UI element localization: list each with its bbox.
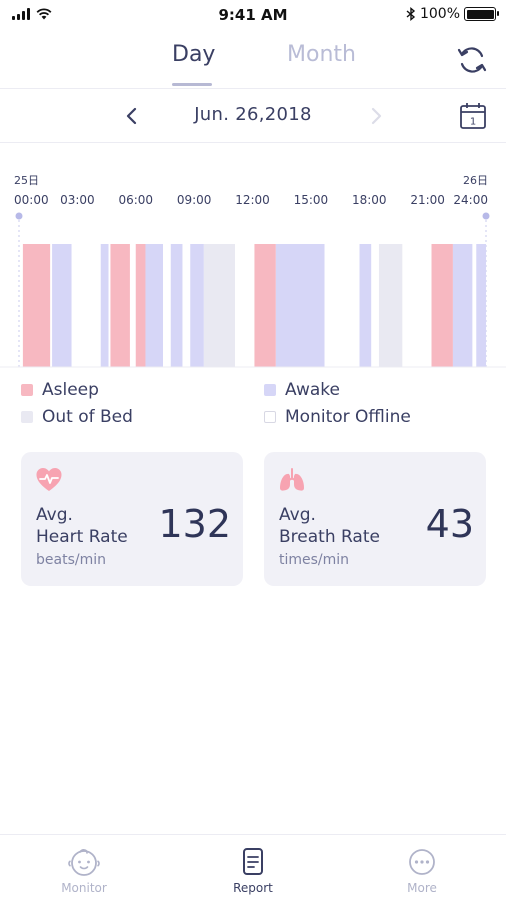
heart-rate-value: 132 — [158, 502, 231, 546]
battery-icon — [464, 7, 499, 21]
more-dots-icon — [409, 849, 435, 875]
segment-awake — [52, 244, 72, 367]
view-tabs: Day Month — [0, 36, 506, 88]
segment-asleep — [431, 244, 453, 367]
legend-out-of-bed: Out of Bed — [21, 407, 133, 427]
nav-more[interactable]: More — [362, 835, 482, 900]
title-line: Avg. — [279, 505, 316, 525]
x-tick-label: 18:00 — [352, 193, 387, 207]
segment-out-of-bed — [378, 244, 403, 367]
segment-out-of-bed — [203, 244, 235, 367]
svg-text:1: 1 — [470, 117, 476, 128]
swatch-monitor-offline — [264, 411, 276, 423]
status-right: 100% — [406, 6, 499, 22]
chevron-left-icon[interactable] — [122, 104, 142, 128]
breath-rate-title: Avg. Breath Rate — [279, 504, 380, 548]
segment-awake — [275, 244, 325, 367]
cellular-signal-icon — [12, 8, 30, 20]
x-tick-label: 12:00 — [235, 193, 270, 207]
report-icon — [243, 848, 263, 875]
bottom-nav: Monitor Report More — [0, 834, 506, 900]
x-tick-label: 24:00 — [453, 193, 488, 207]
legend-awake: Awake — [264, 380, 340, 400]
tab-day[interactable]: Day — [172, 42, 216, 67]
x-tick-label: 15:00 — [294, 193, 329, 207]
baby-face-icon — [68, 849, 100, 876]
x-tick-label: 00:00 — [14, 193, 49, 207]
segment-asleep — [110, 244, 130, 367]
segment-awake — [100, 244, 109, 367]
nav-report[interactable]: Report — [193, 835, 313, 900]
segment-asleep — [135, 244, 146, 367]
swatch-asleep — [21, 384, 33, 396]
battery-percent: 100% — [419, 6, 460, 22]
divider — [0, 142, 506, 143]
title-line: Avg. — [36, 505, 73, 525]
segment-awake — [170, 244, 183, 367]
legend-label: Awake — [285, 380, 340, 400]
legend-label: Asleep — [42, 380, 99, 400]
segment-awake — [452, 244, 473, 367]
divider — [0, 88, 506, 89]
x-tick-label: 21:00 — [410, 193, 445, 207]
segment-asleep — [254, 244, 276, 367]
segment-awake — [145, 244, 163, 367]
title-line: Breath Rate — [279, 527, 380, 547]
nav-monitor[interactable]: Monitor — [24, 835, 144, 900]
legend-label: Monitor Offline — [285, 407, 411, 427]
swatch-awake — [264, 384, 276, 396]
heart-rate-title: Avg. Heart Rate — [36, 504, 128, 548]
nav-label: More — [407, 881, 437, 895]
chevron-right-icon[interactable] — [366, 104, 386, 128]
x-tick-label: 06:00 — [118, 193, 153, 207]
wifi-icon — [36, 8, 52, 20]
title-line: Heart Rate — [36, 527, 128, 547]
legend-label: Out of Bed — [42, 407, 133, 427]
legend-monitor-offline: Monitor Offline — [264, 407, 411, 427]
date-selector: Jun. 26,2018 1 — [0, 90, 506, 142]
breath-rate-card[interactable]: Avg. Breath Rate times/min 43 — [264, 452, 486, 586]
end-day-label: 26日 — [463, 174, 488, 187]
segment-awake — [359, 244, 372, 367]
status-bar: 9:41 AM 100% — [0, 0, 506, 30]
nav-label: Monitor — [61, 881, 107, 895]
current-date: Jun. 26,2018 — [194, 104, 312, 125]
breath-rate-value: 43 — [425, 502, 474, 546]
calendar-icon[interactable]: 1 — [458, 101, 488, 131]
chart-legend: Asleep Awake Out of Bed Monitor Offline — [0, 376, 506, 436]
status-time: 9:41 AM — [218, 6, 288, 24]
nav-label: Report — [233, 881, 273, 895]
breath-rate-unit: times/min — [279, 552, 350, 568]
refresh-icon[interactable] — [455, 43, 489, 77]
segment-asleep — [22, 244, 51, 367]
x-tick-label: 03:00 — [60, 193, 95, 207]
tab-month[interactable]: Month — [287, 42, 356, 67]
segment-awake — [190, 244, 204, 367]
timeline-end-dot — [482, 212, 490, 220]
active-tab-indicator — [172, 83, 212, 86]
sleep-timeline-chart: 25日 26日 00:00 03:00 06:00 09:00 12:00 15:00 18… — [0, 174, 506, 368]
bluetooth-icon — [406, 7, 416, 21]
heart-rate-unit: beats/min — [36, 552, 106, 568]
x-tick-label: 09:00 — [177, 193, 212, 207]
legend-asleep: Asleep — [21, 380, 99, 400]
heart-pulse-icon — [36, 468, 62, 491]
timeline-start-dot — [15, 212, 23, 220]
status-left — [12, 8, 52, 20]
swatch-out-of-bed — [21, 411, 33, 423]
segment-awake — [476, 244, 486, 367]
lungs-icon — [280, 468, 304, 491]
start-day-label: 25日 — [14, 174, 39, 187]
heart-rate-card[interactable]: Avg. Heart Rate beats/min 132 — [21, 452, 243, 586]
